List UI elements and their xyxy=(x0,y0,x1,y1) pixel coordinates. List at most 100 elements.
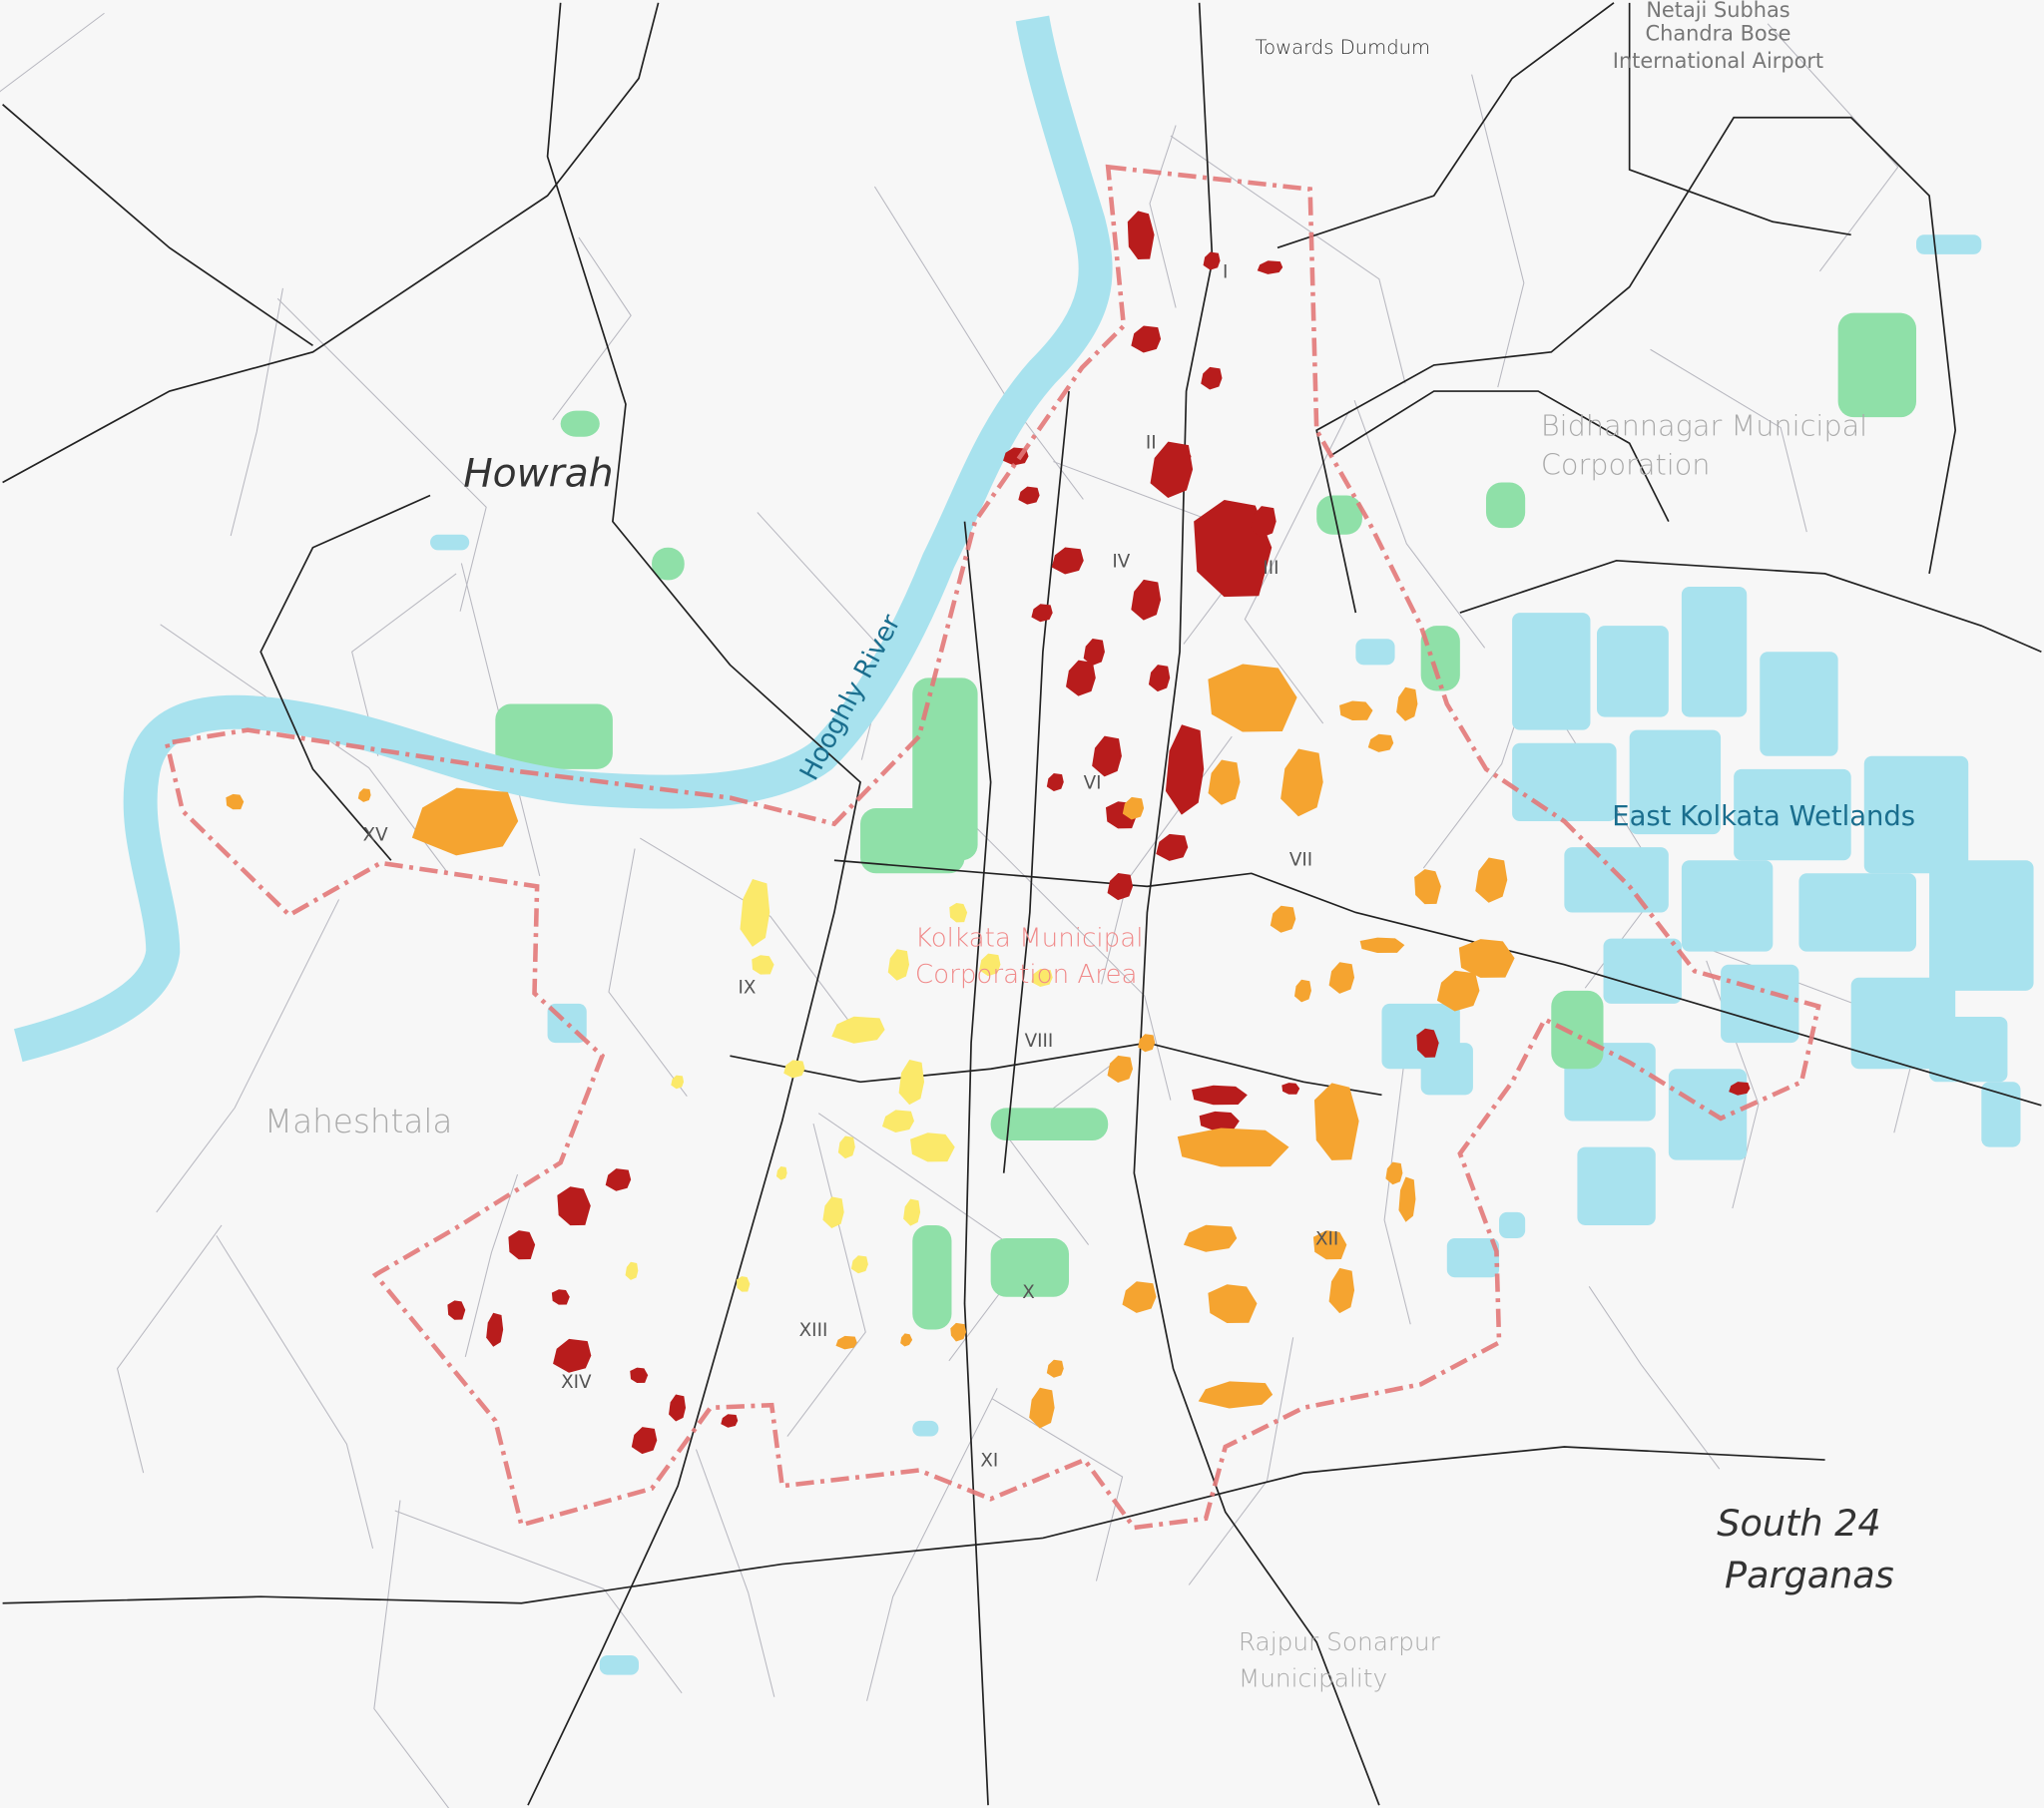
zone-orange xyxy=(357,788,371,802)
zone-orange xyxy=(1280,748,1323,817)
borough-label-xii: XII xyxy=(1315,1229,1338,1250)
zone-orange xyxy=(1414,869,1441,905)
zone-yellow xyxy=(783,1060,805,1079)
minor-road xyxy=(640,837,849,1022)
zone-red xyxy=(1127,211,1155,259)
zone-orange xyxy=(1198,1381,1274,1409)
minor-road xyxy=(552,236,632,421)
zone-red xyxy=(1281,1083,1300,1095)
water-body xyxy=(1355,639,1395,666)
zone-red xyxy=(1031,604,1053,623)
water-body xyxy=(1681,586,1748,717)
zone-orange xyxy=(900,1333,913,1347)
zone-orange xyxy=(1313,1083,1359,1160)
zone-red xyxy=(1066,660,1096,696)
minor-road xyxy=(0,12,105,93)
park xyxy=(495,703,613,769)
kmc-boundary xyxy=(164,164,1821,1531)
zone-red xyxy=(1131,325,1162,353)
minor-road xyxy=(156,899,340,1213)
water-body xyxy=(1512,613,1591,730)
zone-red xyxy=(1131,579,1162,621)
zone-red xyxy=(1192,1085,1248,1106)
zone-red xyxy=(1046,772,1064,792)
zone-yellow xyxy=(910,1132,955,1162)
minor-road xyxy=(786,1123,866,1437)
zone-yellow xyxy=(736,1276,751,1292)
zone-orange xyxy=(1208,1284,1258,1324)
road-13 xyxy=(1328,390,1670,523)
water-body xyxy=(1512,742,1617,822)
minor-road xyxy=(394,1510,683,1694)
park xyxy=(1551,990,1604,1070)
zone-yellow xyxy=(822,1196,844,1228)
zone-red xyxy=(1257,260,1283,274)
zone-orange xyxy=(1359,937,1405,953)
zone-orange xyxy=(1475,857,1508,903)
borough-label-x: X xyxy=(1022,1282,1035,1303)
zone-orange xyxy=(1183,1224,1238,1252)
minor-road xyxy=(216,1235,374,1550)
zone-red xyxy=(605,1168,632,1191)
water-body xyxy=(1916,234,1982,254)
water-body xyxy=(430,534,470,551)
zones xyxy=(226,211,1751,1455)
zone-orange xyxy=(1436,970,1480,1012)
water-body xyxy=(1981,1082,2021,1147)
label-maheshtala: Maheshtala xyxy=(264,1103,453,1140)
zone-orange xyxy=(1122,796,1145,820)
zone-red xyxy=(1018,486,1040,505)
zone-red xyxy=(1156,833,1189,861)
road-10 xyxy=(730,1042,1382,1097)
park xyxy=(912,1224,952,1330)
borough-label-xiii: XIII xyxy=(799,1320,828,1341)
water-body xyxy=(1681,860,1774,952)
zone-red xyxy=(1107,873,1134,901)
zone-red xyxy=(1416,1028,1439,1058)
minor-road xyxy=(866,1387,998,1701)
water-body xyxy=(1564,847,1669,913)
minor-road xyxy=(230,287,283,537)
water-body xyxy=(1798,873,1916,952)
zone-red xyxy=(1169,444,1192,469)
zone-yellow xyxy=(887,949,910,981)
zone-orange xyxy=(1396,686,1418,721)
water-body xyxy=(1499,1211,1526,1239)
label-south24-2: Parganas xyxy=(1725,1554,1894,1596)
water-body xyxy=(1446,1238,1500,1278)
park xyxy=(912,678,978,861)
zone-orange xyxy=(1122,1281,1157,1313)
road-12 xyxy=(1459,559,2042,654)
borough-label-i: I xyxy=(1223,261,1228,282)
zone-orange xyxy=(1138,1034,1156,1053)
parks xyxy=(495,312,1916,1330)
minor-road xyxy=(276,297,487,612)
zone-orange xyxy=(1208,759,1241,805)
label-airport-2: Chandra Bose xyxy=(1646,22,1791,46)
zone-red xyxy=(631,1427,658,1455)
minor-road xyxy=(935,786,1172,1101)
label-airport-3: International Airport xyxy=(1613,49,1823,73)
hooghly-river xyxy=(13,15,1113,1063)
park xyxy=(1837,312,1916,418)
zone-red xyxy=(721,1414,739,1428)
water-body xyxy=(1597,626,1669,717)
borough-label-vii: VII xyxy=(1289,849,1312,870)
road-4 xyxy=(1315,116,1957,614)
label-bidhannagar-2: Corporation xyxy=(1541,448,1711,482)
label-bidhannagar-1: Bidhannagar Municipal xyxy=(1541,408,1867,442)
minor-road xyxy=(373,1500,450,1808)
borough-label-xv: XV xyxy=(363,825,389,846)
borough-label-iii: III xyxy=(1263,558,1278,579)
park xyxy=(1316,495,1362,535)
zone-yellow xyxy=(740,879,770,947)
zone-yellow xyxy=(979,953,1001,977)
zone-red xyxy=(1201,366,1223,390)
borough-label-ix: IX xyxy=(738,977,756,998)
minor-road xyxy=(1244,410,1350,724)
borough-label-xiv: XIV xyxy=(561,1372,592,1393)
zone-red xyxy=(1203,251,1221,270)
water-body xyxy=(912,1420,939,1437)
zone-yellow xyxy=(752,955,774,975)
